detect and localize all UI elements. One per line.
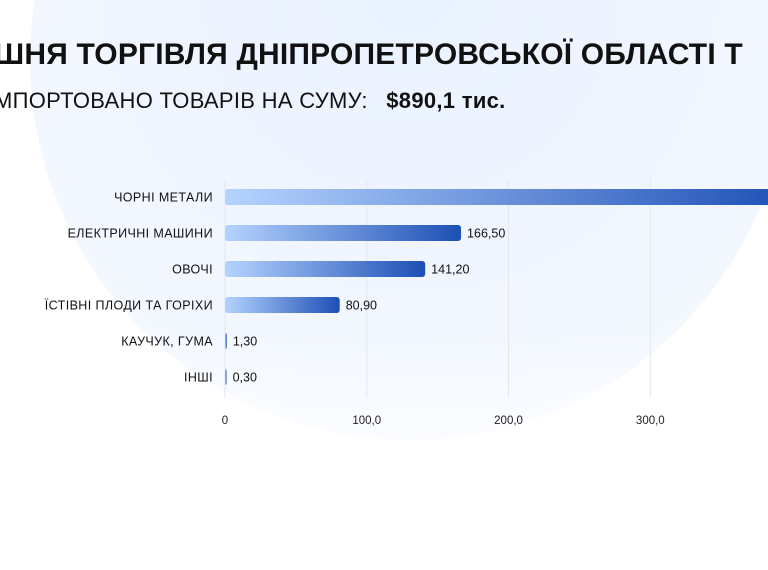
bar [225,225,462,241]
bar [225,369,227,385]
page-title: ШНЯ ТОРГІВЛЯ ДНІПРОПЕТРОВСЬКОЇ ОБЛАСТІ Т [0,38,743,71]
bar [225,333,227,349]
category-label: ІНШІ [184,371,213,385]
x-tick-label: 100,0 [352,415,381,427]
subtitle-label: МПОРТОВАНО ТОВАРІВ НА СУМУ: [0,88,368,113]
value-label: 166,50 [467,227,505,241]
bar [225,261,426,277]
bar [225,189,768,205]
value-label: 0,30 [233,371,257,385]
subtitle-amount: $890,1 тис. [386,88,506,113]
page-subtitle: МПОРТОВАНО ТОВАРІВ НА СУМУ: $890,1 тис. [0,88,506,114]
category-label: ОВОЧІ [172,263,213,277]
category-label: ЕЛЕКТРИЧНІ МАШИНИ [68,227,213,241]
background-fade [0,330,768,570]
category-label: КАУЧУК, ГУМА [121,335,213,349]
value-label: 80,90 [346,299,377,313]
value-label: 1,30 [233,335,257,349]
x-tick-label: 200,0 [494,415,523,427]
x-tick-label: 300,0 [636,415,665,427]
value-label: 141,20 [431,263,469,277]
category-label: ЇСТІВНІ ПЛОДИ ТА ГОРІХИ [45,299,213,313]
category-label: ЧОРНІ МЕТАЛИ [114,191,213,205]
x-tick-label: 0 [222,415,228,427]
bar [225,297,340,313]
